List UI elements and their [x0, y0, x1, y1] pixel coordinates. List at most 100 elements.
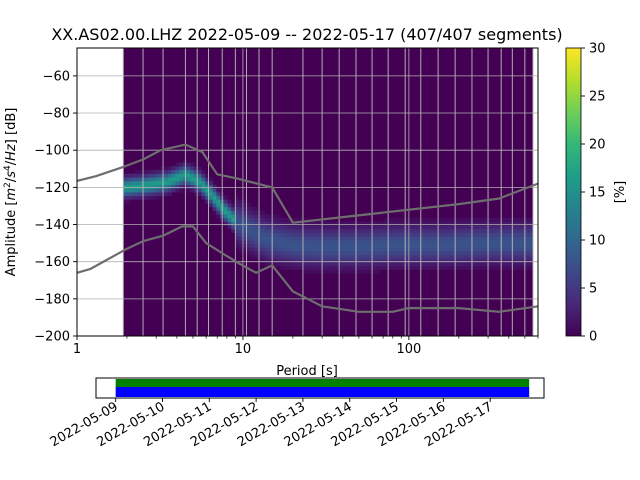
heatmap-cell — [339, 262, 344, 267]
heatmap-cell — [290, 254, 296, 259]
heatmap-cell — [320, 221, 325, 226]
heatmap-cell — [126, 195, 132, 200]
heatmap-cell — [514, 232, 519, 237]
heatmap-cell — [454, 251, 459, 256]
heatmap-cell — [521, 221, 526, 226]
heatmap-cell — [443, 251, 448, 256]
heatmap-cell — [387, 251, 392, 256]
heatmap-cell — [451, 251, 456, 256]
heatmap-cell — [242, 203, 247, 208]
heatmap-cell — [521, 258, 526, 263]
y-axis-label: Amplitude [m2/s4/Hz] [dB] — [3, 108, 19, 277]
heatmap-cell — [305, 232, 310, 237]
heatmap-cell — [261, 210, 266, 215]
heatmap-cell — [357, 254, 363, 259]
heatmap-cell — [186, 180, 191, 186]
heatmap-cell — [335, 269, 340, 274]
heatmap-cell — [480, 251, 486, 256]
heatmap-cell — [521, 254, 526, 259]
heatmap-cell — [339, 228, 344, 234]
heatmap-cell — [328, 225, 333, 230]
heatmap-cell — [138, 188, 143, 193]
heatmap-cell — [454, 225, 459, 230]
heatmap-cell — [227, 225, 232, 230]
heatmap-cell — [339, 269, 344, 274]
heatmap-cell — [380, 258, 385, 263]
heatmap-cell — [298, 258, 303, 263]
heatmap-cell — [488, 262, 493, 267]
heatmap-cell — [190, 180, 195, 186]
heatmap-cell — [130, 184, 135, 189]
heatmap-cell — [361, 243, 366, 248]
heatmap-cell — [272, 262, 277, 267]
heatmap-cell — [261, 221, 266, 226]
heatmap-cell — [421, 228, 426, 234]
heatmap-cell — [447, 262, 452, 267]
heatmap-cell — [447, 240, 452, 245]
heatmap-cell — [287, 265, 292, 270]
heatmap-cell — [331, 236, 336, 241]
heatmap-cell — [294, 236, 299, 241]
heatmap-cell — [324, 251, 329, 256]
heatmap-cell — [313, 254, 318, 259]
heatmap-cell — [320, 269, 325, 274]
heatmap-cell — [302, 247, 307, 252]
heatmap-cell — [339, 232, 344, 237]
heatmap-cell — [372, 240, 377, 245]
heatmap-cell — [246, 217, 251, 222]
heatmap-cell — [417, 225, 422, 230]
heatmap-cell — [316, 269, 322, 274]
colorbar-label: [%] — [613, 181, 628, 204]
heatmap-cell — [253, 243, 258, 248]
heatmap-cell — [443, 258, 448, 263]
heatmap-cell — [361, 247, 366, 252]
chart-title: XX.AS02.00.LHZ 2022-05-09 -- 2022-05-17 … — [51, 25, 562, 44]
heatmap-cell — [227, 214, 232, 219]
heatmap-cell — [305, 225, 310, 230]
heatmap-cell — [246, 206, 251, 211]
heatmap-cell — [384, 240, 389, 245]
heatmap-cell — [361, 269, 366, 274]
heatmap-cell — [518, 240, 523, 245]
heatmap-cell — [156, 173, 161, 178]
heatmap-cell — [428, 236, 433, 241]
heatmap-cell — [275, 225, 281, 230]
heatmap-cell — [439, 228, 445, 234]
heatmap-cell — [249, 251, 255, 256]
heatmap-cell — [484, 247, 489, 252]
heatmap-cell — [350, 247, 355, 252]
heatmap-cell — [290, 247, 296, 252]
heatmap-cell — [223, 217, 228, 222]
heatmap-cell — [275, 258, 281, 263]
heatmap-cell — [313, 243, 318, 248]
heatmap-cell — [473, 243, 478, 248]
heatmap-cell — [369, 254, 374, 259]
heatmap-cell — [495, 251, 500, 256]
heatmap-cell — [465, 217, 471, 222]
heatmap-cell — [413, 228, 418, 234]
heatmap-cell — [443, 240, 448, 245]
heatmap-cell — [126, 173, 132, 178]
heatmap-cell — [384, 251, 389, 256]
heatmap-cell — [518, 221, 523, 226]
heatmap-cell — [134, 188, 139, 193]
heatmap-cell — [410, 254, 415, 259]
heatmap-cell — [194, 177, 199, 182]
heatmap-cell — [395, 243, 400, 248]
heatmap-cell — [324, 243, 329, 248]
heatmap-cell — [395, 228, 400, 234]
heatmap-cell — [372, 262, 377, 267]
heatmap-cell — [506, 258, 512, 263]
heatmap-cell — [480, 265, 486, 270]
heatmap-cell — [529, 247, 534, 252]
heatmap-cell — [320, 243, 325, 248]
heatmap-cell — [339, 251, 344, 256]
heatmap-cell — [264, 247, 269, 252]
heatmap-cell — [309, 262, 314, 267]
heatmap-cell — [316, 221, 322, 226]
heatmap-cell — [458, 262, 463, 267]
heatmap-cell — [238, 228, 243, 234]
heatmap-cell — [365, 262, 370, 267]
heatmap-cell — [447, 265, 452, 270]
heatmap-cell — [138, 180, 143, 186]
